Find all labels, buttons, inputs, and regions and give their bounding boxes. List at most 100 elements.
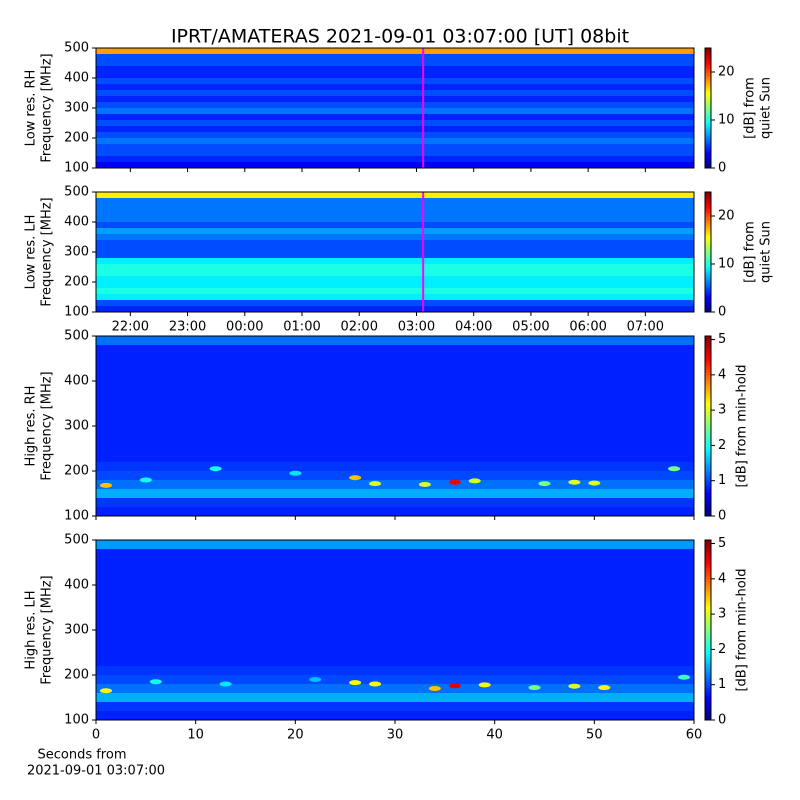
colorbar-cell — [705, 579, 711, 583]
colorbar-cell — [705, 64, 711, 67]
colorbar-cell — [705, 597, 711, 601]
heatmap-row — [96, 288, 694, 294]
colorbar-cell — [705, 600, 711, 604]
colorbar-cell — [705, 546, 711, 550]
heatmap-row — [96, 498, 694, 507]
burst — [598, 685, 611, 691]
colorbar-cell — [705, 630, 711, 634]
colorbar-cell — [705, 426, 711, 430]
heatmap-row — [96, 585, 694, 594]
colorbar-cell — [705, 66, 711, 69]
colorbar-cell — [705, 423, 711, 427]
colorbar-tick-label: 3 — [718, 607, 726, 622]
colorbar-cell — [705, 384, 711, 388]
colorbar-cell — [705, 84, 711, 87]
x-tick-label: 50 — [586, 728, 603, 743]
heatmap-row — [96, 198, 694, 204]
colorbar-cell — [705, 206, 711, 209]
colorbar-cell — [705, 306, 711, 309]
colorbar-cell — [705, 70, 711, 73]
x-tick-label: 60 — [686, 728, 703, 743]
x-axis-label: 2021-09-01 03:07:00 — [27, 764, 165, 779]
heatmap-row — [96, 252, 694, 258]
colorbar-tick-label: 4 — [718, 571, 726, 586]
colorbar-cell — [705, 302, 711, 305]
colorbar-cell — [705, 308, 711, 311]
colorbar-cell — [705, 411, 711, 415]
x-tick-label: 40 — [486, 728, 503, 743]
heatmap-row — [96, 192, 694, 198]
colorbar-cell — [705, 300, 711, 303]
colorbar-cell — [705, 420, 711, 424]
colorbar-cell — [705, 615, 711, 619]
burst — [468, 478, 481, 484]
colorbar-cell — [705, 594, 711, 598]
colorbar-cell — [705, 110, 711, 113]
colorbar-cell — [705, 498, 711, 502]
colorbar-cell — [705, 483, 711, 487]
burst — [568, 479, 581, 485]
colorbar-cell — [705, 208, 711, 211]
colorbar-cell — [705, 116, 711, 119]
burst — [349, 680, 362, 686]
colorbar-cell — [705, 200, 711, 203]
colorbar-cell — [705, 216, 711, 219]
colorbar-cell — [705, 212, 711, 215]
colorbar-cell — [705, 218, 711, 221]
colorbar-cell — [705, 387, 711, 391]
colorbar-cell — [705, 194, 711, 197]
colorbar-label: [dB] from — [743, 77, 758, 139]
heatmap-row — [96, 549, 694, 558]
heatmap-row — [96, 336, 694, 345]
colorbar-cell — [705, 298, 711, 301]
heatmap-row — [96, 276, 694, 282]
y-tick-label: 400 — [64, 374, 89, 389]
colorbar-cell — [705, 636, 711, 640]
burst — [568, 683, 581, 689]
heatmap-row — [96, 264, 694, 270]
colorbar-tick-label: 10 — [718, 113, 735, 128]
colorbar-cell — [705, 262, 711, 265]
colorbar-cell — [705, 266, 711, 269]
y-axis-label: Frequency [MHz] — [40, 197, 55, 306]
colorbar-tick-label: 3 — [718, 403, 726, 418]
colorbar-cell — [705, 393, 711, 397]
colorbar-cell — [705, 264, 711, 267]
colorbar-cell — [705, 510, 711, 514]
colorbar-cell — [705, 232, 711, 235]
heatmap-row — [96, 306, 694, 312]
heatmap-row — [96, 630, 694, 639]
colorbar-cell — [705, 357, 711, 361]
colorbar-cell — [705, 417, 711, 421]
colorbar-cell — [705, 118, 711, 121]
y-tick-label: 100 — [64, 713, 89, 728]
colorbar-cell — [705, 86, 711, 89]
heatmap-row — [96, 372, 694, 381]
colorbar-label: quiet Sun — [759, 221, 774, 283]
burst — [99, 688, 112, 694]
y-tick-label: 300 — [64, 101, 89, 116]
colorbar-cell — [705, 304, 711, 307]
colorbar-cell — [705, 585, 711, 589]
y-tick-label: 100 — [64, 305, 89, 320]
heatmap-row — [96, 558, 694, 567]
heatmap-row — [96, 390, 694, 399]
colorbar-cell — [705, 52, 711, 55]
heatmap-row — [96, 72, 694, 78]
colorbar-cell — [705, 657, 711, 661]
colorbar-cell — [705, 372, 711, 376]
colorbar-tick-label: 5 — [718, 536, 726, 551]
colorbar-cell — [705, 576, 711, 580]
colorbar-cell — [705, 134, 711, 137]
colorbar-cell — [705, 438, 711, 442]
y-tick-label: 400 — [64, 578, 89, 593]
colorbar-cell — [705, 106, 711, 109]
colorbar-cell — [705, 591, 711, 595]
heatmap-row — [96, 258, 694, 264]
colorbar-cell — [705, 164, 711, 167]
y-tick-label: 500 — [64, 185, 89, 200]
colorbar-cell — [705, 582, 711, 586]
colorbar-cell — [705, 603, 711, 607]
colorbar-frame — [704, 539, 712, 721]
heatmap-row — [96, 639, 694, 648]
